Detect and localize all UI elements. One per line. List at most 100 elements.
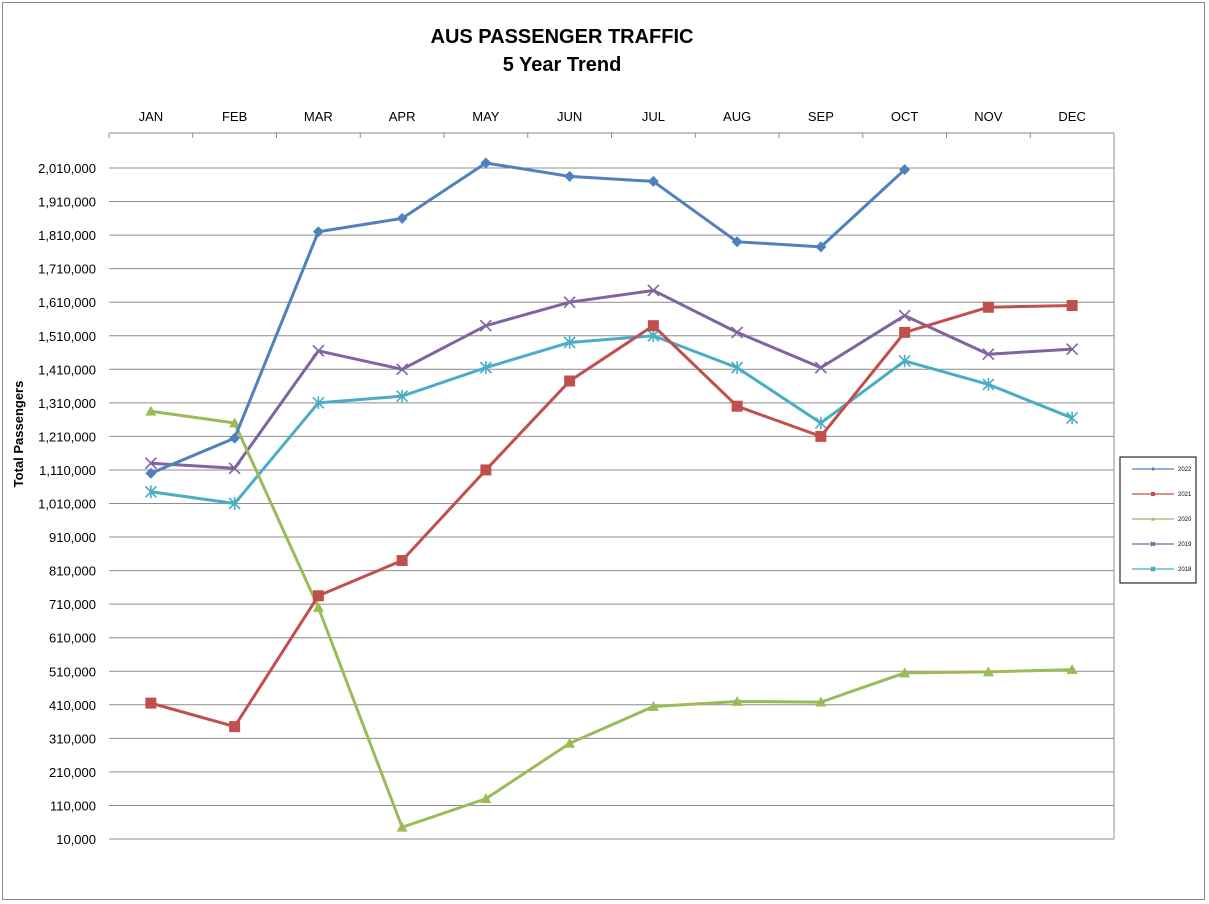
series-line [150,334,1073,505]
legend-box [1119,456,1197,584]
legend-label: 2021 [1178,492,1192,498]
data-point [145,405,157,416]
data-point [564,170,576,182]
data-point [563,336,576,349]
data-point [396,212,408,224]
data-point [982,301,994,313]
x-tick-label: SEP [808,109,834,124]
data-point [899,667,911,678]
legend-marker [1150,566,1156,572]
legend-item-2019: 2019 [1132,541,1192,548]
legend-item-2020: 2020 [1132,517,1192,523]
x-tick-label: OCT [891,109,919,124]
data-point [731,695,743,706]
series-line [150,409,1073,829]
data-point [1066,300,1078,312]
x-tick-label: APR [389,109,416,124]
chart-subtitle: 5 Year Trend [502,54,622,76]
y-tick-label: 710,000 [49,597,96,612]
y-tick-label: 1,010,000 [38,497,96,512]
y-tick-label: 1,110,000 [39,463,96,478]
legend: 2022 2021 2020 2019 2018 [1119,456,1197,584]
data-point [145,697,157,709]
chart-title: AUS PASSENGER TRAFFIC [430,26,694,48]
data-point [647,700,659,711]
data-point [815,696,827,707]
y-tick-label: 1,610,000 [38,295,96,310]
data-point [564,375,576,387]
data-point [480,464,492,476]
data-point [145,467,157,479]
gridlines [108,132,1115,840]
x-tick-label: JAN [139,109,164,124]
y-tick-label: 1,510,000 [38,329,96,344]
data-point [312,602,324,612]
y-axis-ticks: 2,010,000 1,910,000 1,810,000 1,710,000 1,61… [38,161,96,847]
legend-label: 2019 [1178,542,1192,548]
data-point [1066,343,1079,356]
data-point [228,497,241,510]
series-2020 [145,405,1078,832]
series-lines [144,157,1079,832]
legend-marker [1151,492,1155,496]
y-tick-label: 10,000 [56,832,96,847]
data-point [1066,664,1078,674]
data-point [815,430,827,442]
data-point [563,296,576,309]
x-tick-label: AUG [723,109,751,124]
data-point [312,396,325,410]
y-tick-label: 1,310,000 [38,396,96,411]
data-point [899,326,911,338]
data-point [564,737,576,748]
legend-marker [1150,541,1156,547]
legend-item-2018: 2018 [1132,566,1192,573]
data-point [396,363,409,376]
data-point [982,348,995,361]
data-point [229,721,241,733]
legend-label: 2020 [1178,517,1192,523]
data-point [982,378,995,391]
y-tick-label: 1,210,000 [38,429,96,444]
data-point [731,400,743,412]
data-point [396,389,409,403]
data-point [312,226,324,238]
series-2022 [145,157,911,479]
y-tick-label: 910,000 [49,530,96,545]
data-point [814,361,827,374]
series-line [150,288,1073,470]
data-point [228,462,241,475]
series-2018 [144,329,1079,510]
data-point [396,821,408,832]
y-tick-label: 1,710,000 [38,262,96,277]
data-point [312,590,324,602]
series-2021 [145,300,1078,733]
data-point [647,175,659,187]
data-point [229,417,241,428]
series-line [150,161,906,475]
y-tick-label: 410,000 [49,698,96,713]
data-point [1066,411,1079,425]
data-point [312,344,325,357]
x-tick-label: JUL [642,109,665,124]
x-tick-label: DEC [1058,109,1085,124]
legend-label: 2022 [1178,467,1192,473]
data-point [396,555,408,567]
y-tick-label: 2,010,000 [38,161,96,176]
y-axis-label: Total Passengers [11,381,26,488]
data-point [480,793,492,804]
data-point [479,361,492,374]
x-tick-label: MAY [472,109,500,124]
data-point [731,236,743,248]
y-tick-label: 1,410,000 [38,362,96,377]
data-point [647,284,660,297]
y-tick-label: 1,810,000 [38,228,96,243]
data-point [731,326,744,339]
data-point [814,416,827,430]
y-tick-label: 1,910,000 [38,195,96,210]
data-point [898,354,911,368]
y-tick-label: 510,000 [49,664,96,679]
x-tick-label: NOV [974,109,1003,124]
y-tick-label: 610,000 [49,631,96,646]
data-point [899,164,911,176]
legend-marker [1151,467,1155,471]
